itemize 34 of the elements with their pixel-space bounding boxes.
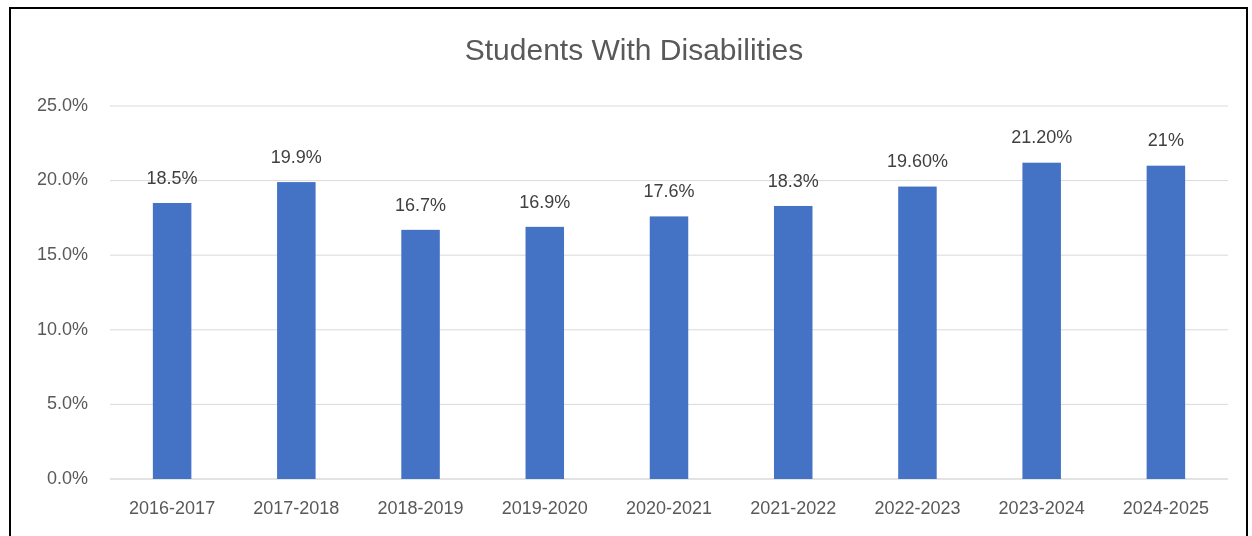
x-tick-label: 2020-2021 (625, 497, 713, 518)
data-label: 16.9% (519, 191, 571, 212)
x-tick-label: 2019-2020 (501, 497, 588, 518)
data-label: 21% (1147, 130, 1184, 151)
bar (277, 182, 316, 479)
data-label: 19.9% (270, 146, 322, 167)
data-label: 19.60% (886, 151, 948, 172)
x-tick-label: 2022-2023 (874, 497, 961, 518)
data-label: 21.20% (1011, 127, 1073, 148)
y-tick-label: 0.0% (46, 467, 88, 488)
y-tick-label: 15.0% (36, 243, 88, 264)
bar (898, 186, 937, 479)
x-tick-label: 2021-2022 (750, 497, 837, 518)
data-label: 17.6% (643, 181, 695, 202)
x-tick-label: 2017-2018 (253, 497, 340, 518)
bar (525, 226, 565, 479)
data-label: 18.5% (146, 167, 198, 188)
chart-title: Students With Disabilities (464, 32, 804, 66)
bar (401, 229, 440, 479)
bar (649, 216, 689, 479)
x-tick-label: 2016-2017 (129, 497, 216, 518)
bar (1146, 165, 1186, 479)
bar (152, 202, 192, 479)
y-tick-label: 25.0% (36, 94, 88, 115)
y-tick-label: 10.0% (36, 318, 88, 339)
y-tick-label: 20.0% (36, 169, 88, 190)
y-tick-label: 5.0% (46, 393, 88, 414)
data-label: 18.3% (767, 170, 819, 191)
x-tick-label: 2018-2019 (377, 497, 464, 518)
x-tick-label: 2024-2025 (1122, 497, 1209, 518)
bar (1022, 162, 1061, 479)
bar (773, 205, 813, 479)
x-tick-label: 2023-2024 (998, 497, 1085, 518)
data-label: 16.7% (395, 194, 447, 215)
